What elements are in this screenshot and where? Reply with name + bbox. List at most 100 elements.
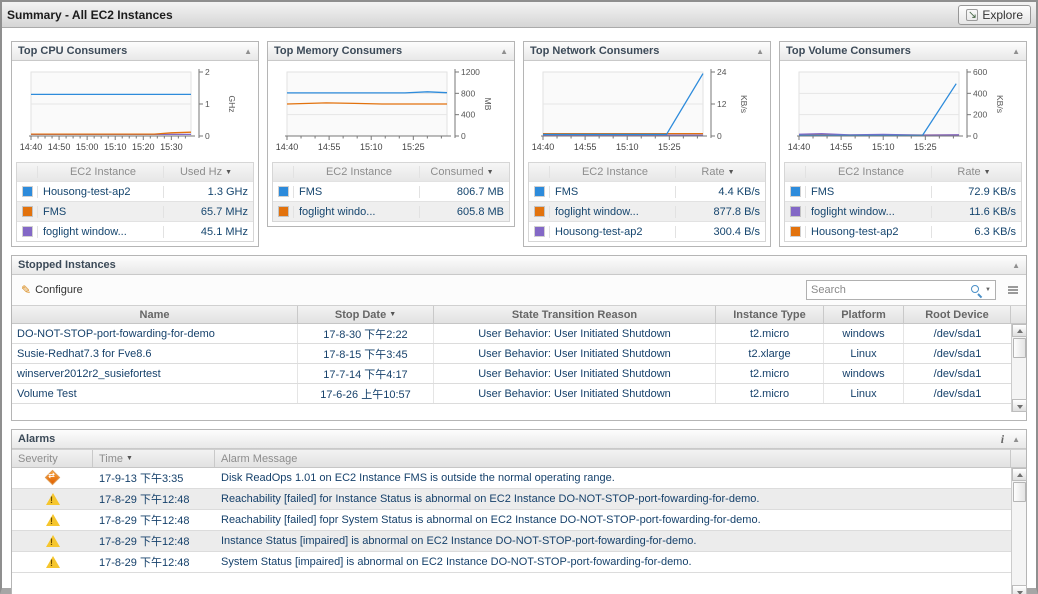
alarm-time: 17-8-29 下午12:48	[99, 557, 190, 569]
value-column-header[interactable]: Rate ▼	[931, 166, 1021, 178]
table-row[interactable]: DO-NOT-STOP-port-fowarding-for-demo 17-8…	[12, 324, 1011, 344]
svg-text:12: 12	[717, 99, 727, 109]
svg-text:14:40: 14:40	[276, 142, 299, 152]
panel-header: Top Network Consumers ▲	[524, 42, 770, 61]
configure-button[interactable]: ✎ Configure	[20, 282, 84, 298]
alarm-row[interactable]: 17-8-29 下午12:48 Instance Status [impaire…	[12, 531, 1011, 552]
severity-warning-icon	[45, 492, 61, 506]
instance-name-link[interactable]: Susie-Redhat7.3 for Fve8.6	[12, 344, 298, 363]
instance-name-link[interactable]: Volume Test	[12, 384, 298, 403]
explore-icon: ↘	[966, 8, 979, 21]
legend-row[interactable]: Housong-test-ap2 300.4 B/s	[529, 221, 765, 241]
instance-column-header[interactable]: EC2 Instance	[805, 166, 931, 178]
instance-name-link[interactable]: foglight window...	[37, 225, 163, 238]
legend-row[interactable]: FMS 806.7 MB	[273, 181, 509, 201]
column-header-time[interactable]: Time ▼	[93, 450, 215, 467]
legend-table: EC2 Instance Rate ▼ FMS 72.9 KB/s fogligh…	[784, 162, 1022, 242]
search-input[interactable]	[811, 284, 971, 296]
instance-name-link[interactable]: foglight window...	[805, 205, 931, 218]
collapse-icon[interactable]: ▲	[244, 46, 252, 56]
scroll-up-button[interactable]	[1011, 324, 1027, 337]
collapse-icon[interactable]: ▲	[1012, 434, 1020, 444]
table-row[interactable]: Susie-Redhat7.3 for Fve8.6 17-8-15 下午3:4…	[12, 344, 1011, 364]
root-device-cell: /dev/sda1	[933, 347, 982, 360]
instance-name-link[interactable]: Housong-test-ap2	[37, 185, 163, 198]
cpu-chart: 14:40 14:50 15:00 15:10 15:20 15:30 0 1 2 GHz	[12, 61, 258, 158]
collapse-icon[interactable]: ▲	[500, 46, 508, 56]
info-icon[interactable]: i	[1000, 431, 1005, 446]
column-header-stop-date[interactable]: Stop Date ▼	[298, 306, 434, 323]
legend-row[interactable]: FMS 4.4 KB/s	[529, 181, 765, 201]
legend-row[interactable]: foglight windo... 605.8 MB	[273, 201, 509, 221]
legend-row[interactable]: FMS 72.9 KB/s	[785, 181, 1021, 201]
instance-name-link[interactable]: Housong-test-ap2	[549, 225, 675, 238]
instance-column-header[interactable]: EC2 Instance	[549, 166, 675, 178]
instance-name-link[interactable]: foglight window...	[549, 205, 675, 218]
legend-row[interactable]: Housong-test-ap2 6.3 KB/s	[785, 221, 1021, 241]
value-column-header[interactable]: Used Hz ▼	[163, 166, 253, 178]
panel-header: Top Memory Consumers ▲	[268, 42, 514, 61]
svg-text:KB/s: KB/s	[739, 95, 749, 113]
vertical-scrollbar[interactable]	[1011, 468, 1027, 594]
legend-row[interactable]: foglight window... 11.6 KB/s	[785, 201, 1021, 221]
instance-name-link[interactable]: FMS	[805, 185, 931, 198]
scroll-thumb[interactable]	[1012, 482, 1026, 502]
metric-value: 605.8 MB	[419, 205, 509, 218]
column-header-root-device[interactable]: Root Device	[904, 306, 1011, 323]
legend-row[interactable]: Housong-test-ap2 1.3 GHz	[17, 181, 253, 201]
stopped-instances-column-headers: Name Stop Date ▼ State Transition Reason …	[12, 305, 1026, 324]
customize-columns-icon[interactable]	[1008, 286, 1018, 288]
alarm-row[interactable]: 17-8-29 下午12:48 Reachability [failed] fo…	[12, 489, 1011, 510]
value-column-header[interactable]: Rate ▼	[675, 166, 765, 178]
panel-title: Top Network Consumers	[530, 45, 660, 57]
memory-chart: 14:40 14:55 15:10 15:25 0 400 800 1200 MB	[268, 61, 514, 158]
collapse-icon[interactable]: ▲	[1012, 260, 1020, 270]
instance-name-link[interactable]: FMS	[549, 185, 675, 198]
explore-button[interactable]: ↘ Explore	[958, 4, 1031, 25]
metric-value: 1.3 GHz	[163, 185, 253, 198]
instance-name-link[interactable]: FMS	[37, 205, 163, 218]
column-header-state-transition-reason[interactable]: State Transition Reason	[434, 306, 716, 323]
scroll-down-button[interactable]	[1011, 399, 1027, 412]
alarm-row[interactable]: 17-8-29 下午12:48 Reachability [failed] fo…	[12, 510, 1011, 531]
table-row[interactable]: Volume Test 17-6-26 上午10:57 User Behavio…	[12, 384, 1011, 404]
instance-name-link[interactable]: FMS	[293, 185, 419, 198]
legend-row[interactable]: foglight window... 45.1 MHz	[17, 221, 253, 241]
scroll-down-button[interactable]	[1011, 585, 1027, 594]
alarm-message: System Status [impaired] is abnormal on …	[221, 556, 692, 568]
series-color-swatch	[790, 187, 800, 196]
column-header-platform[interactable]: Platform	[824, 306, 904, 323]
vertical-scrollbar[interactable]	[1011, 324, 1027, 412]
column-header-name[interactable]: Name	[12, 306, 298, 323]
scroll-thumb[interactable]	[1012, 338, 1026, 358]
reason-cell: User Behavior: User Initiated Shutdown	[434, 324, 716, 343]
page-title: Summary - All EC2 Instances	[7, 7, 173, 22]
collapse-icon[interactable]: ▲	[756, 46, 764, 56]
legend-row[interactable]: foglight window... 877.8 B/s	[529, 201, 765, 221]
instance-name-link[interactable]: Housong-test-ap2	[805, 225, 931, 238]
search-icon[interactable]	[970, 284, 983, 297]
instance-column-header[interactable]: EC2 Instance	[37, 166, 163, 178]
legend-row[interactable]: FMS 65.7 MHz	[17, 201, 253, 221]
search-options-chevron-icon[interactable]: ▼	[985, 287, 991, 293]
column-header-severity[interactable]: Severity	[12, 450, 93, 467]
metric-value: 6.3 KB/s	[931, 225, 1021, 238]
value-column-header[interactable]: Consumed ▼	[419, 166, 509, 178]
instance-name-link[interactable]: foglight windo...	[293, 205, 419, 218]
stopped-instances-toolbar: ✎ Configure ▼	[12, 275, 1026, 305]
alarms-table: 17-9-13 下午3:35 Disk ReadOps 1.01 on EC2 …	[12, 468, 1027, 594]
table-row[interactable]: winserver2012r2_susiefortest 17-7-14 下午4…	[12, 364, 1011, 384]
panel-bottom-padding	[12, 412, 1026, 420]
svg-text:14:40: 14:40	[20, 142, 43, 152]
instance-name-link[interactable]: winserver2012r2_susiefortest	[12, 364, 298, 383]
instance-name-link[interactable]: DO-NOT-STOP-port-fowarding-for-demo	[12, 324, 298, 343]
svg-text:200: 200	[973, 110, 987, 120]
alarm-row[interactable]: 17-8-29 下午12:48 System Status [impaired]…	[12, 552, 1011, 573]
scroll-up-button[interactable]	[1011, 468, 1027, 481]
alarm-row[interactable]: 17-9-13 下午3:35 Disk ReadOps 1.01 on EC2 …	[12, 468, 1011, 489]
series-color-swatch	[22, 227, 32, 236]
column-header-alarm-message[interactable]: Alarm Message	[215, 450, 1011, 467]
instance-column-header[interactable]: EC2 Instance	[293, 166, 419, 178]
collapse-icon[interactable]: ▲	[1012, 46, 1020, 56]
column-header-instance-type[interactable]: Instance Type	[716, 306, 824, 323]
